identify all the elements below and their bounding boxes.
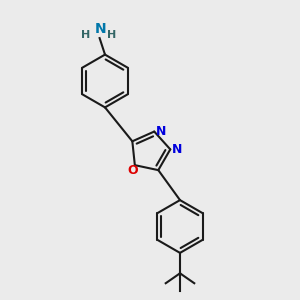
Text: N: N: [172, 143, 182, 156]
Text: N: N: [95, 22, 106, 36]
Text: O: O: [128, 164, 138, 177]
Text: N: N: [156, 125, 166, 138]
Text: H: H: [107, 29, 116, 40]
Text: H: H: [82, 29, 91, 40]
